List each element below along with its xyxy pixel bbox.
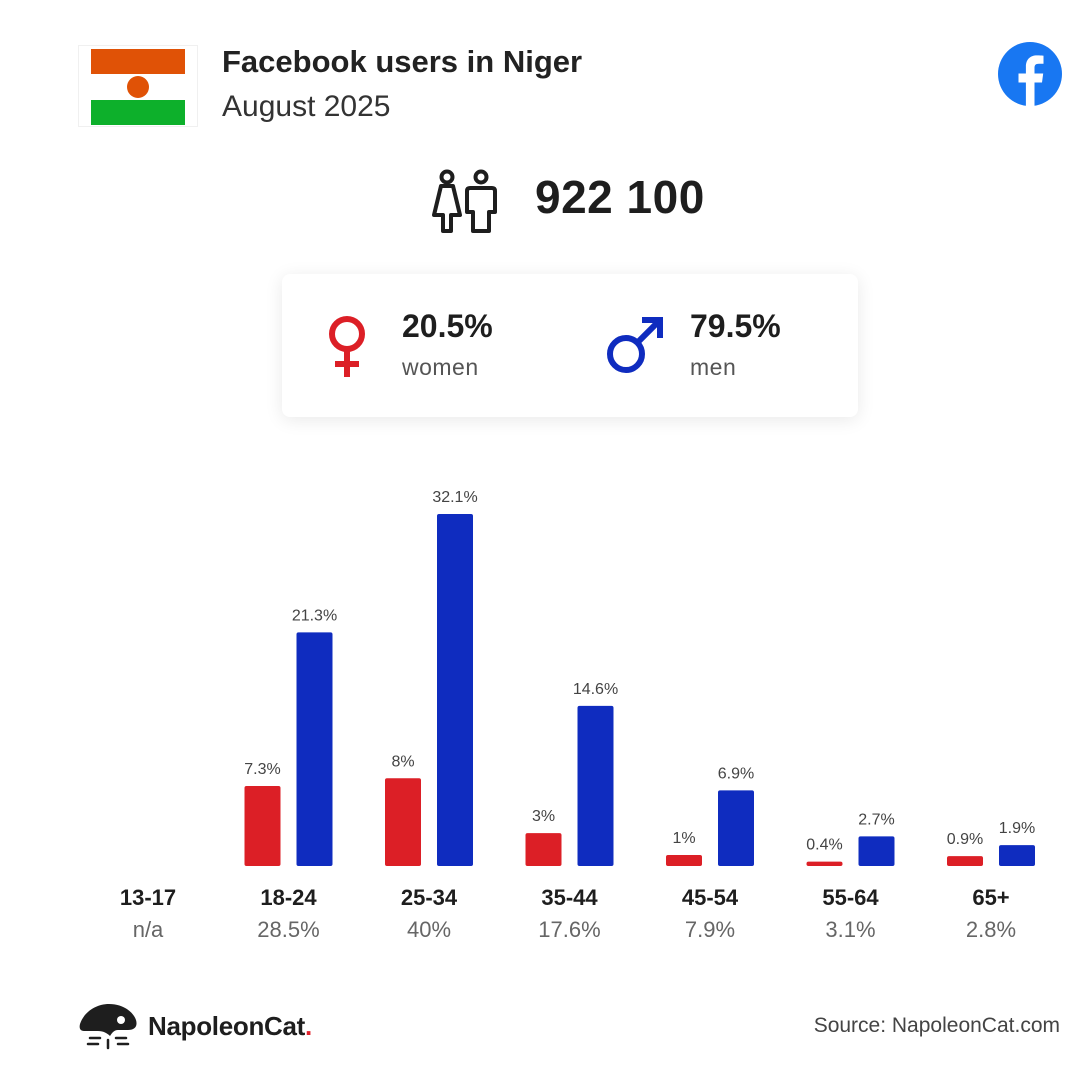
data-label-men-45-54: 6.9% — [718, 765, 754, 782]
bar-women-45-54 — [666, 855, 702, 866]
age-group-label: 35-44 — [541, 885, 598, 910]
age-group-label: 55-64 — [822, 885, 879, 910]
data-label-women-65+: 0.9% — [947, 831, 983, 848]
bar-men-25-34 — [437, 514, 473, 866]
women-label: women — [402, 354, 479, 380]
age-group-total: 2.8% — [965, 917, 1017, 942]
female-symbol-icon — [329, 316, 365, 377]
age-group-label: 25-34 — [400, 885, 458, 910]
publisher-name-text: NapoleonCat — [148, 1011, 306, 1041]
data-label-women-45-54: 1% — [672, 830, 695, 847]
data-label-men-18-24: 21.3% — [292, 607, 337, 624]
bar-women-35-44 — [525, 833, 562, 866]
male-symbol-icon — [607, 317, 663, 373]
age-group-total: 40% — [406, 917, 452, 942]
source-text: Source: NapoleonCat.com — [813, 1014, 1060, 1037]
data-label-men-35-44: 14.6% — [573, 681, 618, 698]
bar-women-25-34 — [385, 778, 421, 866]
age-group-label: 65+ — [972, 885, 1010, 910]
bar-men-45-54 — [718, 790, 754, 866]
men-percentage: 79.5% — [690, 308, 781, 344]
data-label-women-25-34: 8% — [391, 753, 414, 770]
data-label-men-25-34: 32.1% — [432, 489, 477, 506]
data-label-women-18-24: 7.3% — [244, 761, 280, 778]
age-group-total: 17.6% — [538, 917, 601, 942]
men-label: men — [690, 354, 737, 380]
bar-men-35-44 — [577, 705, 614, 866]
bar-women-65+ — [947, 856, 983, 866]
age-group-label: 13-17 — [119, 885, 177, 910]
age-group-total: 28.5% — [257, 917, 320, 942]
bar-women-55-64 — [806, 861, 843, 866]
gender-card: 20.5% women 79.5% men — [282, 274, 858, 417]
data-label-women-55-64: 0.4% — [806, 837, 842, 854]
niger-flag-icon — [78, 45, 198, 127]
age-group-total: n/a — [132, 917, 164, 942]
women-percentage: 20.5% — [402, 308, 493, 344]
age-group-total: 3.1% — [825, 917, 876, 942]
page-subtitle: August 2025 — [222, 90, 391, 123]
napoleoncat-logo-icon — [79, 1004, 137, 1050]
bar-men-55-64 — [858, 836, 895, 866]
bar-women-18-24 — [244, 785, 281, 866]
data-label-women-35-44: 3% — [532, 808, 555, 825]
bar-men-18-24 — [296, 632, 333, 866]
chart-bars: 7.3% 21.3% 8% 32.1% 3% 14.6% 1% 6.9% 0.4% 2.7% 0.9… — [244, 489, 1035, 866]
age-group-total: 7.9% — [684, 917, 736, 942]
bar-men-65+ — [999, 845, 1035, 866]
page-title: Facebook users in Niger — [222, 44, 583, 79]
data-label-men-65+: 1.9% — [999, 820, 1035, 837]
age-group-label: 45-54 — [681, 885, 739, 910]
publisher-name-dot: . — [305, 1011, 312, 1041]
facebook-icon — [998, 42, 1062, 106]
age-group-label: 18-24 — [260, 885, 317, 910]
age-gender-chart: 7.3% 21.3% 8% 32.1% 3% 14.6% 1% 6.9% 0.4% 2.7% 0.9… — [0, 470, 1080, 950]
data-label-men-55-64: 2.7% — [858, 811, 894, 828]
publisher-name: NapoleonCat. — [148, 1011, 312, 1042]
total-users: 922 100 — [535, 171, 705, 223]
users-icon — [432, 169, 497, 233]
